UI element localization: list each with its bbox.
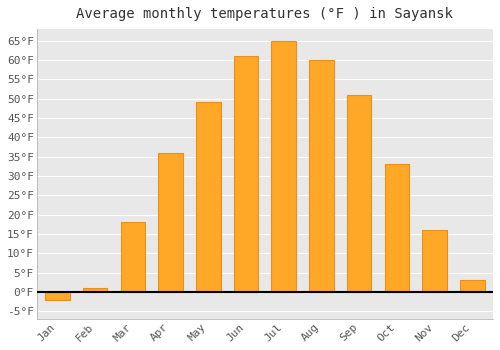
Bar bbox=[460, 280, 484, 292]
Bar bbox=[120, 222, 145, 292]
Bar bbox=[309, 60, 334, 292]
Bar bbox=[422, 230, 447, 292]
Bar bbox=[234, 56, 258, 292]
Bar bbox=[272, 41, 296, 292]
Bar bbox=[158, 153, 183, 292]
Bar bbox=[83, 288, 108, 292]
Title: Average monthly temperatures (°F ) in Sayansk: Average monthly temperatures (°F ) in Sa… bbox=[76, 7, 454, 21]
Bar bbox=[347, 95, 372, 292]
Bar bbox=[196, 103, 220, 292]
Bar bbox=[45, 292, 70, 300]
Bar bbox=[384, 164, 409, 292]
